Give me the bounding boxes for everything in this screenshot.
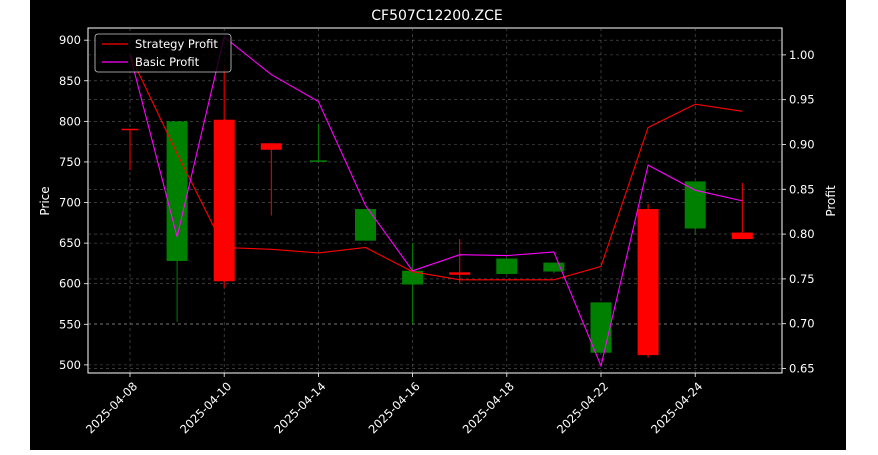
left-tick-label: 750	[59, 155, 81, 169]
candle-body	[355, 209, 376, 241]
right-tick-label: 0.95	[789, 93, 815, 107]
legend: Strategy Profit Basic Profit	[94, 33, 232, 73]
right-axis-label: Profit	[824, 185, 838, 217]
left-tick-label: 900	[59, 33, 81, 47]
chart-title: CF507C12200.ZCE	[371, 8, 503, 24]
grid-lines	[88, 28, 782, 373]
candle-body	[213, 119, 235, 282]
legend-box	[94, 33, 232, 73]
plot-area-frame	[87, 27, 783, 374]
candle-body	[402, 270, 424, 285]
right-tick-label: 1.00	[789, 48, 815, 62]
right-tick-label: 0.70	[789, 317, 815, 331]
left-tick-label: 550	[59, 317, 81, 331]
series-line	[129, 54, 743, 281]
right-tick-label: 0.80	[789, 227, 815, 241]
legend-basic-label: Basic Profit	[135, 55, 200, 69]
left-tick-label: 650	[59, 236, 81, 250]
left-tick-label: 600	[59, 277, 81, 291]
legend-strategy-label: Strategy Profit	[135, 37, 218, 51]
left-tick-label: 700	[59, 196, 81, 210]
right-tick-label: 0.65	[789, 362, 815, 376]
figure-background	[30, 0, 846, 450]
candle-body	[496, 258, 518, 274]
left-tick-label: 500	[59, 358, 81, 372]
right-tick-label: 0.85	[789, 182, 815, 196]
candle-body	[731, 232, 753, 240]
candle-series	[121, 66, 753, 358]
left-tick-label: 850	[59, 74, 81, 88]
profit-lines	[129, 36, 743, 368]
series-line	[129, 36, 743, 368]
right-tick-label: 0.90	[789, 137, 815, 151]
left-tick-label: 800	[59, 114, 81, 128]
left-axis-ticks: 500 550 600 650 700 750 800 850 900	[59, 33, 88, 372]
left-axis-label: Price	[38, 186, 52, 215]
right-tick-label: 0.75	[789, 272, 815, 286]
candle-body	[590, 302, 612, 353]
candle-body	[637, 209, 659, 356]
candle-body	[543, 262, 565, 272]
right-axis-ticks: 0.65 0.70 0.75 0.80 0.85 0.90 0.95 1.00	[782, 48, 815, 376]
candle-body	[449, 272, 471, 275]
candle-body	[684, 181, 706, 229]
candle-body	[166, 121, 188, 261]
candle-body	[260, 143, 282, 150]
